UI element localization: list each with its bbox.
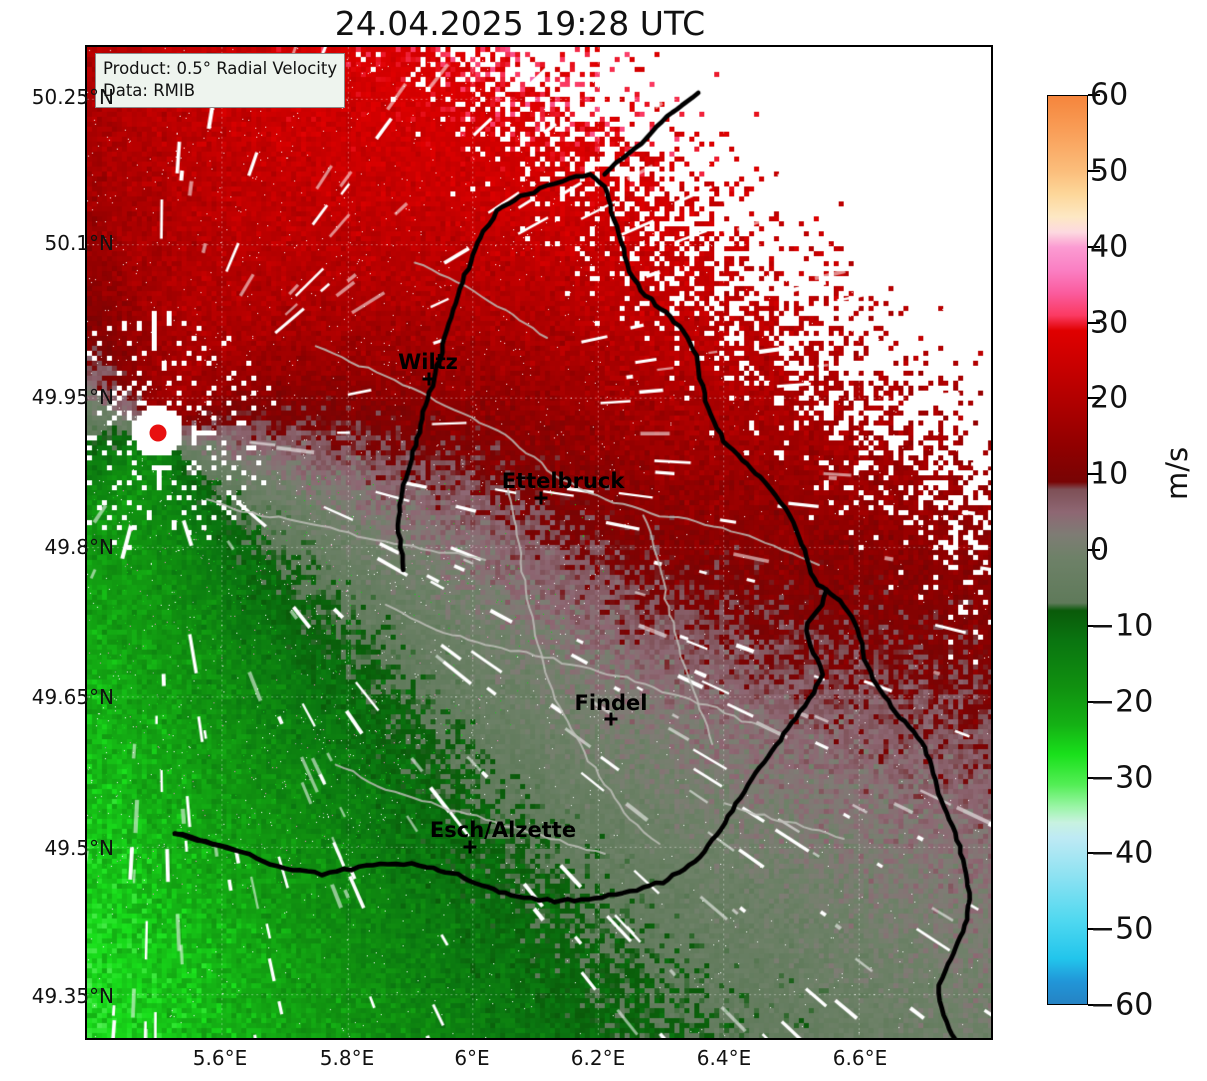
colorbar-tick-10: −40 [1090,835,1154,871]
product-line: Product: 0.5° Radial Velocity [103,59,338,78]
product-info-box: Product: 0.5° Radial Velocity Data: RMIB [95,53,346,108]
colorbar-unit-label: m/s [1160,446,1194,500]
colorbar-tick-2: 40 [1090,229,1129,265]
lon-tick-3: 6.2°E [570,1046,626,1070]
page-title: 24.04.2025 19:28 UTC [334,4,706,43]
colorbar-tick-3: 30 [1090,305,1129,340]
colorbar-tickmark [1088,549,1100,551]
colorbar-tick-7: −10 [1090,608,1154,644]
lon-tick-2: 6°E [454,1046,490,1070]
lat-tick-4: 49.65°N [31,685,114,709]
colorbar-tick-11: −50 [1090,911,1154,947]
colorbar-tickmark [1088,473,1100,476]
colorbar-tickmark [1088,94,1100,96]
colorbar-tickmark [1088,928,1100,931]
colorbar-tickmark [1088,776,1100,779]
colorbar-tickmark [1088,169,1100,172]
lat-tick-5: 49.5°N [44,836,115,860]
lat-tick-0: 50.25°N [31,85,114,109]
lat-tick-3: 49.8°N [44,535,115,559]
colorbar-tick-6: 0 [1090,532,1110,568]
lat-tick-6: 49.35°N [31,984,114,1008]
lon-tick-5: 6.6°E [832,1046,888,1070]
colorbar-tick-12: −60 [1090,987,1154,1023]
colorbar-tickmark [1088,1004,1100,1006]
colorbar-tickmark [1088,852,1100,855]
lon-tick-1: 5.8°E [319,1046,375,1070]
velocity-colorbar [1047,95,1088,1005]
data-source-line: Data: RMIB [103,80,196,100]
colorbar-tickmark [1088,700,1100,703]
radar-velocity-field [87,47,991,1038]
colorbar-tick-8: −20 [1090,684,1154,720]
colorbar-tickmark [1088,321,1100,324]
colorbar-tick-5: 10 [1090,456,1129,492]
colorbar-tick-4: 20 [1090,380,1129,416]
lat-tick-1: 50.1°N [44,231,115,255]
colorbar-tick-9: −30 [1090,760,1154,795]
colorbar-gradient [1048,96,1087,1004]
colorbar-tickmark [1088,245,1100,248]
radar-site-marker [149,424,167,442]
colorbar-tickmark [1088,624,1100,627]
colorbar-tick-1: 50 [1090,153,1129,189]
lat-tick-2: 49.95°N [31,385,114,409]
lon-tick-0: 5.6°E [192,1046,248,1070]
radar-map[interactable] [85,45,993,1040]
lon-tick-4: 6.4°E [696,1046,752,1070]
colorbar-tickmark [1088,397,1100,400]
colorbar-tick-0: 60 [1090,77,1129,113]
